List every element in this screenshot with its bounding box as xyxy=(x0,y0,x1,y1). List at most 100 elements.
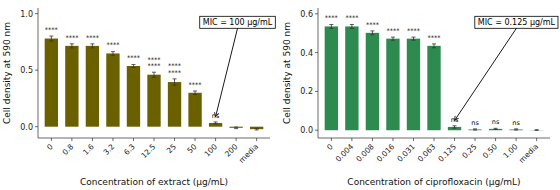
error-cap xyxy=(411,37,415,38)
x-tick-label: 0.016 xyxy=(375,142,397,164)
significance-label: ns xyxy=(512,119,520,127)
error-cap xyxy=(494,128,498,129)
significance-label: **** xyxy=(407,27,421,35)
bar xyxy=(407,39,420,131)
error-stem xyxy=(434,44,435,48)
significance-line: **** xyxy=(407,27,421,35)
error-cap xyxy=(152,77,156,78)
error-cap xyxy=(173,85,177,86)
significance-line: **** xyxy=(86,34,100,42)
error-stem xyxy=(51,36,52,41)
error-cap xyxy=(111,55,115,56)
error-bar xyxy=(214,122,218,124)
y-tick xyxy=(315,13,318,14)
significance-label: **** xyxy=(106,41,120,49)
y-tick xyxy=(315,91,318,92)
x-tick-label: 0.031 xyxy=(395,142,417,164)
x-tick xyxy=(256,138,257,141)
error-stem xyxy=(331,24,332,28)
y-tick-label: 0.2 xyxy=(300,87,313,96)
bar xyxy=(106,53,119,126)
y-axis-line xyxy=(318,8,319,138)
error-cap xyxy=(453,125,457,126)
significance-label: **** xyxy=(86,34,100,42)
error-cap xyxy=(111,51,115,52)
y-axis-label: Cell density at 590 nm xyxy=(2,22,12,124)
error-stem xyxy=(392,37,393,40)
y-tick xyxy=(35,126,38,127)
error-cap xyxy=(234,127,238,128)
x-tick-label: 100 xyxy=(203,142,220,159)
error-cap xyxy=(391,40,395,41)
significance-label: **** xyxy=(127,54,141,62)
y-tick-label: 0.0 xyxy=(300,126,313,135)
x-tick-label: 0 xyxy=(325,142,335,152)
significance-line: **** xyxy=(386,27,400,35)
error-cap xyxy=(255,129,259,130)
x-axis-label: Concentration of extract (μg/mL) xyxy=(80,177,228,187)
bar xyxy=(468,129,481,131)
error-cap xyxy=(411,40,415,41)
error-cap xyxy=(173,78,177,79)
bar xyxy=(250,127,263,129)
x-tick xyxy=(154,138,155,141)
error-cap xyxy=(193,90,197,91)
bar xyxy=(65,46,78,127)
error-cap xyxy=(370,30,374,31)
error-cap xyxy=(453,128,457,129)
significance-line: ns xyxy=(492,118,500,126)
significance-line: ns xyxy=(471,119,479,127)
error-bar xyxy=(391,37,395,40)
error-cap xyxy=(350,28,354,29)
x-tick xyxy=(92,138,93,141)
y-tick xyxy=(35,70,38,71)
error-cap xyxy=(70,43,74,44)
bar xyxy=(45,39,58,127)
error-cap xyxy=(473,128,477,129)
error-stem xyxy=(351,24,352,28)
error-cap xyxy=(214,123,218,124)
annotation: MIC = 100 μg/mL xyxy=(200,16,276,116)
significance-line: **** xyxy=(325,14,339,22)
annotation-text: MIC = 100 μg/mL xyxy=(203,18,273,27)
error-cap xyxy=(90,47,94,48)
bar xyxy=(325,26,338,130)
error-bar xyxy=(453,126,457,128)
x-tick xyxy=(434,138,435,141)
y-tick-label: 0.6 xyxy=(300,10,313,19)
x-tick xyxy=(392,138,393,141)
error-bar xyxy=(111,52,115,56)
significance-label: **** xyxy=(345,14,359,22)
x-tick-label: 25 xyxy=(165,142,178,155)
error-cap xyxy=(391,37,395,38)
x-tick-label: 0.125 xyxy=(436,142,458,164)
error-cap xyxy=(329,24,333,25)
error-cap xyxy=(255,128,259,129)
x-tick xyxy=(351,138,352,141)
x-tick-label: 0.25 xyxy=(460,142,478,160)
x-tick xyxy=(413,138,414,141)
x-tick-label: 6.3 xyxy=(122,142,137,157)
error-cap xyxy=(131,64,135,65)
error-cap xyxy=(494,129,498,130)
bar xyxy=(427,46,440,130)
significance-label: ******** xyxy=(168,62,182,76)
significance-line: **** xyxy=(127,54,141,62)
x-axis-label: Concentration of ciprofloxacin (μg/mL) xyxy=(347,177,520,187)
x-tick-label: 3.2 xyxy=(102,142,117,157)
y-tick-label: 0.4 xyxy=(300,49,313,58)
x-tick xyxy=(454,138,455,141)
x-tick-label: 12.5 xyxy=(139,142,157,160)
error-cap xyxy=(432,43,436,44)
error-bar xyxy=(255,128,259,130)
bar xyxy=(509,129,522,131)
error-bar xyxy=(535,129,539,131)
error-cap xyxy=(234,128,238,129)
bar xyxy=(229,127,242,128)
bar xyxy=(127,66,140,127)
error-stem xyxy=(112,52,113,56)
bar xyxy=(188,93,201,127)
bars xyxy=(45,36,264,130)
error-bar xyxy=(411,37,415,40)
x-tick xyxy=(215,138,216,141)
